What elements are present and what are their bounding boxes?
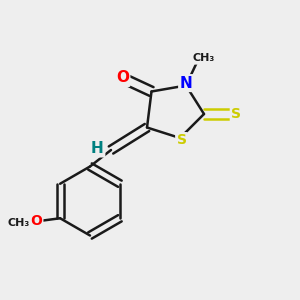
Text: O: O xyxy=(116,70,129,86)
Text: H: H xyxy=(91,141,104,156)
Text: N: N xyxy=(180,76,192,91)
Text: CH₃: CH₃ xyxy=(8,218,30,228)
Text: O: O xyxy=(30,214,42,228)
Text: CH₃: CH₃ xyxy=(192,53,214,64)
Text: S: S xyxy=(176,134,187,147)
Text: S: S xyxy=(231,107,241,121)
